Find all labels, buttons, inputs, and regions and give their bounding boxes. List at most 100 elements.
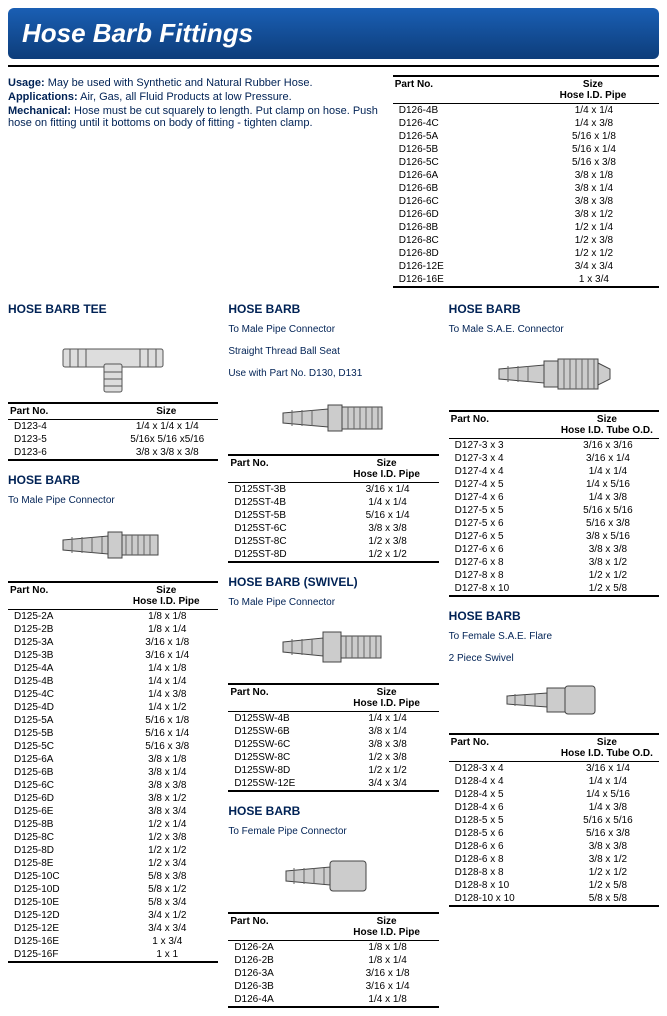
flare-sub2: 2 Piece Swivel <box>449 653 659 665</box>
part-cell: D125SW-4B <box>228 713 336 724</box>
size-cell: 5/16 x 1/4 <box>337 510 439 521</box>
size-cell: 3/16 x 1/4 <box>557 763 659 774</box>
table-row: D125-5C5/16 x 3/8 <box>8 740 218 753</box>
table-row: D125-6B3/8 x 1/4 <box>8 766 218 779</box>
table-row: D126-16E1 x 3/4 <box>393 273 659 286</box>
table-row: D125-8E1/2 x 3/4 <box>8 857 218 870</box>
size-cell: 3/16 x 1/4 <box>116 650 218 661</box>
swivel-title: HOSE BARB (SWIVEL) <box>228 575 438 589</box>
table-row: D126-8B1/2 x 1/4 <box>393 221 659 234</box>
straight-sub3: Use with Part No. D130, D131 <box>228 368 438 380</box>
table-row: D125SW-6B3/8 x 1/4 <box>228 725 438 738</box>
table-row: D126-6A3/8 x 1/8 <box>393 169 659 182</box>
part-cell: D126-4C <box>393 118 529 129</box>
table-row: D127-4 x 51/4 x 5/16 <box>449 478 659 491</box>
size-cell: 1/2 x 1/2 <box>337 549 439 560</box>
size-cell: 1/8 x 1/8 <box>116 611 218 622</box>
part-cell: D126-5B <box>393 144 529 155</box>
size-cell: 5/8 x 3/8 <box>116 871 218 882</box>
swivel-table: Part No.SizeHose I.D. PipeD125SW-4B1/4 x… <box>228 683 438 792</box>
size-cell: 3/4 x 1/2 <box>116 910 218 921</box>
size-cell: 3/8 x 1/2 <box>116 793 218 804</box>
col-part: Part No. <box>449 737 555 759</box>
table-row: D126-4B1/4 x 1/4 <box>393 104 659 117</box>
part-cell: D128-5 x 5 <box>449 815 557 826</box>
table-row: D125-2A1/8 x 1/8 <box>8 610 218 623</box>
table-row: D127-6 x 53/8 x 5/16 <box>449 530 659 543</box>
table-row: D125-4A1/4 x 1/8 <box>8 662 218 675</box>
table-row: D126-3A3/16 x 1/8 <box>228 967 438 980</box>
size-cell: 1/4 x 1/8 <box>116 663 218 674</box>
part-cell: D125SW-8D <box>228 765 336 776</box>
table-row: D125-6A3/8 x 1/8 <box>8 753 218 766</box>
col-3: HOSE BARB To Male S.A.E. Connector Part … <box>449 298 659 1008</box>
size-cell: 1/2 x 3/8 <box>337 536 439 547</box>
size-cell: 5/8 x 3/4 <box>116 897 218 908</box>
col-part: Part No. <box>8 406 114 417</box>
part-cell: D125-12D <box>8 910 116 921</box>
part-cell: D125-8E <box>8 858 116 869</box>
part-cell: D125ST-3B <box>228 484 336 495</box>
intro-block: Usage: May be used with Synthetic and Na… <box>8 75 659 288</box>
table-row: D128-5 x 55/16 x 5/16 <box>449 814 659 827</box>
part-cell: D125-6E <box>8 806 116 817</box>
size-cell: 5/16 x 5/16 <box>557 815 659 826</box>
table-row: D123-41/4 x 1/4 x 1/4 <box>8 420 218 433</box>
size-cell: 1/2 x 1/4 <box>529 222 659 233</box>
col-part: Part No. <box>449 414 555 436</box>
table-row: D126-4C1/4 x 3/8 <box>393 117 659 130</box>
size-cell: 3/8 x 1/4 <box>116 767 218 778</box>
col-part: Part No. <box>8 585 114 607</box>
size-cell: 1/2 x 1/4 <box>116 819 218 830</box>
columns: HOSE BARB TEE Part No.SizeD123-41/4 x 1/… <box>8 298 659 1008</box>
part-cell: D127-4 x 6 <box>449 492 557 503</box>
part-cell: D125-10C <box>8 871 116 882</box>
part-cell: D128-8 x 10 <box>449 880 557 891</box>
col-part: Part No. <box>228 916 334 938</box>
table-row: D127-8 x 81/2 x 1/2 <box>449 569 659 582</box>
table-row: D127-5 x 65/16 x 3/8 <box>449 517 659 530</box>
flare-sub1: To Female S.A.E. Flare <box>449 631 659 643</box>
part-cell: D125SW-12E <box>228 778 336 789</box>
table-row: D123-55/16x 5/16 x5/16 <box>8 433 218 446</box>
size-cell: 5/16 x 5/16 <box>557 505 659 516</box>
size-cell: 3/8 x 3/8 <box>337 739 439 750</box>
size-cell: 1/2 x 3/4 <box>116 858 218 869</box>
part-cell: D126-16E <box>393 274 529 285</box>
flare-illustration <box>449 675 659 725</box>
col-part: Part No. <box>228 687 334 709</box>
part-cell: D128-4 x 6 <box>449 802 557 813</box>
straight-table: Part No.SizeHose I.D. PipeD125ST-3B3/16 … <box>228 454 438 563</box>
part-cell: D128-5 x 6 <box>449 828 557 839</box>
part-cell: D125-8B <box>8 819 116 830</box>
col-1: HOSE BARB TEE Part No.SizeD123-41/4 x 1/… <box>8 298 218 1008</box>
size-cell: 3/16 x 1/4 <box>337 484 439 495</box>
table-row: D125-6E3/8 x 3/4 <box>8 805 218 818</box>
part-cell: D128-6 x 8 <box>449 854 557 865</box>
table-row: D127-4 x 61/4 x 3/8 <box>449 491 659 504</box>
table-row: D125ST-8C1/2 x 3/8 <box>228 535 438 548</box>
size-cell: 1/4 x 1/4 <box>529 105 659 116</box>
table-row: D126-2A1/8 x 1/8 <box>228 941 438 954</box>
part-cell: D125-5C <box>8 741 116 752</box>
part-cell: D128-8 x 8 <box>449 867 557 878</box>
table-row: D125-12D3/4 x 1/2 <box>8 909 218 922</box>
col-size: SizeHose I.D. Tube O.D. <box>555 414 659 436</box>
size-cell: 3/8 x 3/8 <box>116 780 218 791</box>
table-row: D125-4B1/4 x 1/4 <box>8 675 218 688</box>
table-row: D125-16F1 x 1 <box>8 948 218 961</box>
size-cell: 1/4 x 1/4 <box>337 497 439 508</box>
table-row: D125-6C3/8 x 3/8 <box>8 779 218 792</box>
size-cell: 1/2 x 3/8 <box>529 235 659 246</box>
part-cell: D125SW-6C <box>228 739 336 750</box>
tee-table: Part No.SizeD123-41/4 x 1/4 x 1/4D123-55… <box>8 402 218 461</box>
female-table: Part No.SizeHose I.D. PipeD126-2A1/8 x 1… <box>228 912 438 1008</box>
female-title: HOSE BARB <box>228 804 438 818</box>
part-cell: D126-8C <box>393 235 529 246</box>
part-cell: D127-5 x 5 <box>449 505 557 516</box>
part-cell: D125-5B <box>8 728 116 739</box>
size-cell: 5/16 x 1/4 <box>529 144 659 155</box>
table-row: D125SW-8D1/2 x 1/2 <box>228 764 438 777</box>
table-row: D125-2B1/8 x 1/4 <box>8 623 218 636</box>
size-cell: 1/4 x 1/4 <box>557 776 659 787</box>
